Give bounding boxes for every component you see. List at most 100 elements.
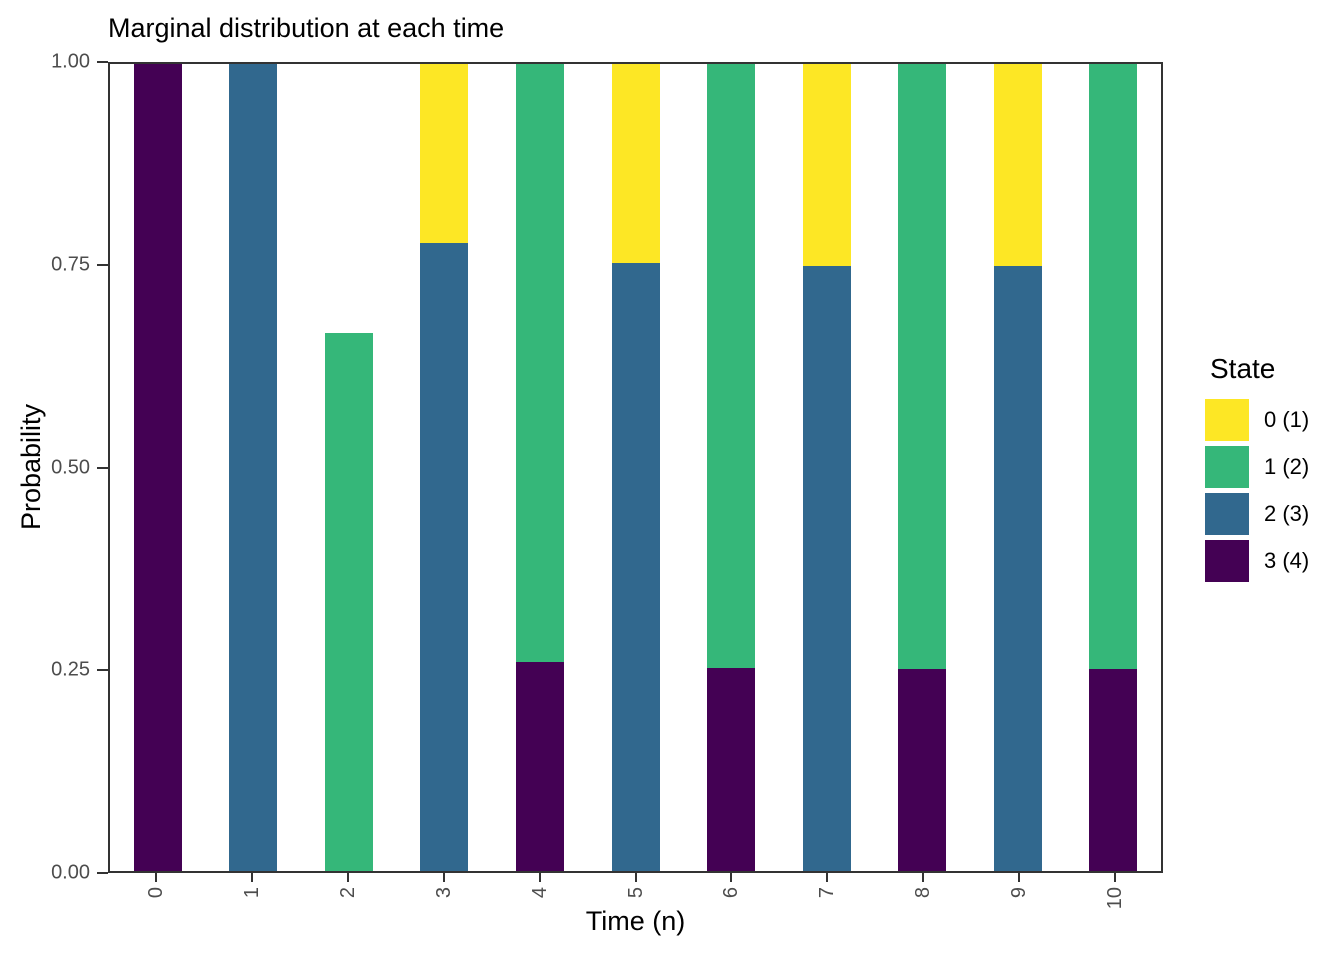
bar-time-5 [611,64,660,871]
bar-segment-state-0(1)-time-7 [802,64,851,266]
legend-key-swatch [1205,446,1249,488]
x-tick-label-1: 1 [240,887,263,899]
y-tick-mark-0.50 [97,466,108,469]
legend-key-swatch [1205,399,1249,441]
bar-segment-state-1(2)-time-10 [1089,64,1138,670]
bar-segment-state-1(2)-time-8 [898,64,947,670]
y-tick-mark-0.25 [97,669,108,672]
bar-segment-state-1(2)-time-2 [324,332,373,871]
bar-time-0 [133,64,182,871]
legend-title: State [1210,353,1276,384]
bar-segment-state-2(3)-time-9 [993,265,1042,871]
x-tick-label-9: 9 [1008,887,1031,899]
plot-panel [108,62,1163,873]
bar-slot-10 [1065,64,1161,871]
y-tick-label-0.50: 0.50 [51,456,90,478]
x-tick-label-4: 4 [528,887,551,899]
x-tick-label-anchor-5: 5 [625,887,647,908]
bar-slot-3 [397,64,493,871]
y-tick-label-1.00: 1.00 [51,50,90,73]
x-tick-mark-3 [442,873,445,882]
x-tick-mark-9 [1018,873,1021,882]
bar-time-2 [324,64,373,871]
x-tick-label-2: 2 [336,887,359,899]
x-tick-label-anchor-3: 3 [433,887,455,908]
y-axis-title-anchor: Probability [16,404,142,530]
legend-key-swatch [1205,540,1249,582]
bar-time-6 [707,64,756,871]
legend-item-1(2): 1 (2) [1205,446,1309,488]
legend-label: 1 (2) [1264,454,1310,479]
legend-item-2(3): 2 (3) [1205,493,1309,535]
bar-slot-2 [301,64,397,871]
legend-label: 3 (4) [1264,548,1310,573]
legend: State 0 (1) 1 (2) 2 (3) 3 (4) [1205,353,1309,587]
legend-items: 0 (1) 1 (2) 2 (3) 3 (4) [1205,399,1309,582]
bar-segment-state-3(4)-time-10 [1089,669,1138,871]
bar-slot-5 [588,64,684,871]
bar-slot-1 [206,64,302,871]
bar-segment-state-0(1)-time-5 [611,64,660,264]
x-tick-label-anchor-2: 2 [337,887,359,908]
bar-slot-0 [110,64,206,871]
x-tick-mark-1 [250,873,253,882]
x-tick-label-anchor-4: 4 [529,887,551,908]
y-axis-title: Probability [16,403,46,531]
bar-time-3 [420,64,469,871]
bar-slot-4 [492,64,588,871]
y-tick-mark-0.00 [97,872,108,874]
legend-item-0(1): 0 (1) [1205,399,1309,441]
bar-time-10 [1089,64,1138,871]
bar-slot-8 [874,64,970,871]
bar-time-1 [229,64,278,871]
bar-segment-state-0(1)-time-9 [993,64,1042,266]
x-tick-label-7: 7 [816,887,839,899]
bar-segment-state-2(3)-time-7 [802,265,851,871]
bar-slot-6 [683,64,779,871]
bar-segment-state-3(4)-time-0 [133,64,182,871]
x-tick-label-anchor-9: 9 [1008,887,1030,908]
x-tick-mark-7 [826,873,829,882]
bar-slot-7 [779,64,875,871]
x-tick-mark-2 [346,873,349,882]
y-tick-label-0.75: 0.75 [51,253,90,276]
bar-segment-state-1(2)-time-6 [707,64,756,669]
bar-slot-9 [970,64,1066,871]
legend-key-swatch [1205,493,1249,535]
bar-time-8 [898,64,947,871]
y-tick-mark-1.00 [97,61,108,63]
y-tick-label-0.25: 0.25 [51,658,90,681]
legend-label: 2 (3) [1264,501,1310,526]
x-tick-mark-6 [730,873,733,882]
y-tick-mark-0.75 [97,263,108,266]
bar-segment-state-1(2)-time-4 [515,64,564,662]
x-tick-label-anchor-7: 7 [816,887,838,908]
x-tick-mark-10 [1114,873,1117,882]
bar-time-9 [993,64,1042,871]
x-tick-label-6: 6 [720,887,743,899]
x-tick-label-5: 5 [624,887,647,899]
bar-segment-state-0(1)-time-3 [420,64,469,244]
x-tick-label-0: 0 [144,887,167,899]
x-tick-mark-8 [922,873,925,882]
bars-area [110,64,1161,871]
legend-label: 0 (1) [1264,407,1310,432]
y-tick-label-0.00: 0.00 [51,861,90,884]
y-axis-tick-labels: 0.00 0.25 0.50 0.75 1.00 [0,51,90,884]
x-tick-label-8: 8 [912,887,935,899]
x-tick-label-anchor-0: 0 [145,887,167,908]
x-tick-label-anchor-8: 8 [912,887,934,908]
x-axis-title: Time (n) [585,906,686,936]
x-tick-mark-4 [538,873,541,882]
x-tick-mark-0 [154,873,157,882]
x-axis-tick-marks [108,873,1163,882]
bar-segment-state-3(4)-time-4 [515,661,564,871]
bar-segment-state-2(3)-time-5 [611,263,660,871]
bar-segment-state-2(3)-time-1 [229,64,278,871]
x-tick-mark-5 [634,873,637,882]
x-tick-label-anchor-1: 1 [241,887,263,908]
bar-time-4 [515,64,564,871]
bar-segment-state-2(3)-time-3 [420,243,469,871]
x-tick-label-anchor-6: 6 [720,887,742,908]
